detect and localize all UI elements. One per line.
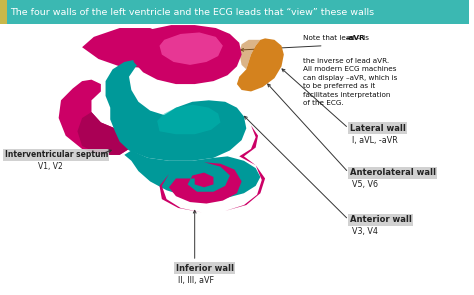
Polygon shape bbox=[160, 32, 223, 65]
Text: Interventricular septum: Interventricular septum bbox=[5, 150, 108, 159]
Text: Anterolateral wall: Anterolateral wall bbox=[349, 168, 436, 177]
Text: Inferior wall: Inferior wall bbox=[176, 264, 234, 273]
Text: Note that lead –: Note that lead – bbox=[302, 35, 360, 41]
Text: –aVR: –aVR bbox=[346, 35, 365, 41]
Polygon shape bbox=[131, 25, 242, 84]
Polygon shape bbox=[124, 150, 260, 199]
Text: The four walls of the left ventricle and the ECG leads that “view” these walls: The four walls of the left ventricle and… bbox=[10, 8, 374, 17]
Text: V5, V6: V5, V6 bbox=[352, 180, 378, 189]
Text: Anterior wall: Anterior wall bbox=[349, 215, 411, 224]
Polygon shape bbox=[77, 112, 129, 155]
Text: II, III, aVF: II, III, aVF bbox=[178, 276, 214, 285]
Polygon shape bbox=[160, 112, 265, 212]
Polygon shape bbox=[237, 38, 284, 91]
Text: the inverse of lead aVR.
All modern ECG machines
can display –aVR, which is
to b: the inverse of lead aVR. All modern ECG … bbox=[302, 58, 397, 106]
Text: is: is bbox=[361, 35, 369, 41]
Polygon shape bbox=[106, 59, 246, 161]
FancyBboxPatch shape bbox=[0, 0, 7, 24]
Polygon shape bbox=[59, 80, 129, 155]
Text: Lateral wall: Lateral wall bbox=[349, 124, 405, 133]
Polygon shape bbox=[157, 105, 220, 134]
Polygon shape bbox=[82, 28, 176, 68]
FancyBboxPatch shape bbox=[0, 0, 469, 24]
Text: V1, V2: V1, V2 bbox=[37, 162, 62, 171]
Text: V3, V4: V3, V4 bbox=[352, 227, 378, 236]
Text: I, aVL, -aVR: I, aVL, -aVR bbox=[352, 136, 398, 145]
Polygon shape bbox=[239, 38, 265, 69]
